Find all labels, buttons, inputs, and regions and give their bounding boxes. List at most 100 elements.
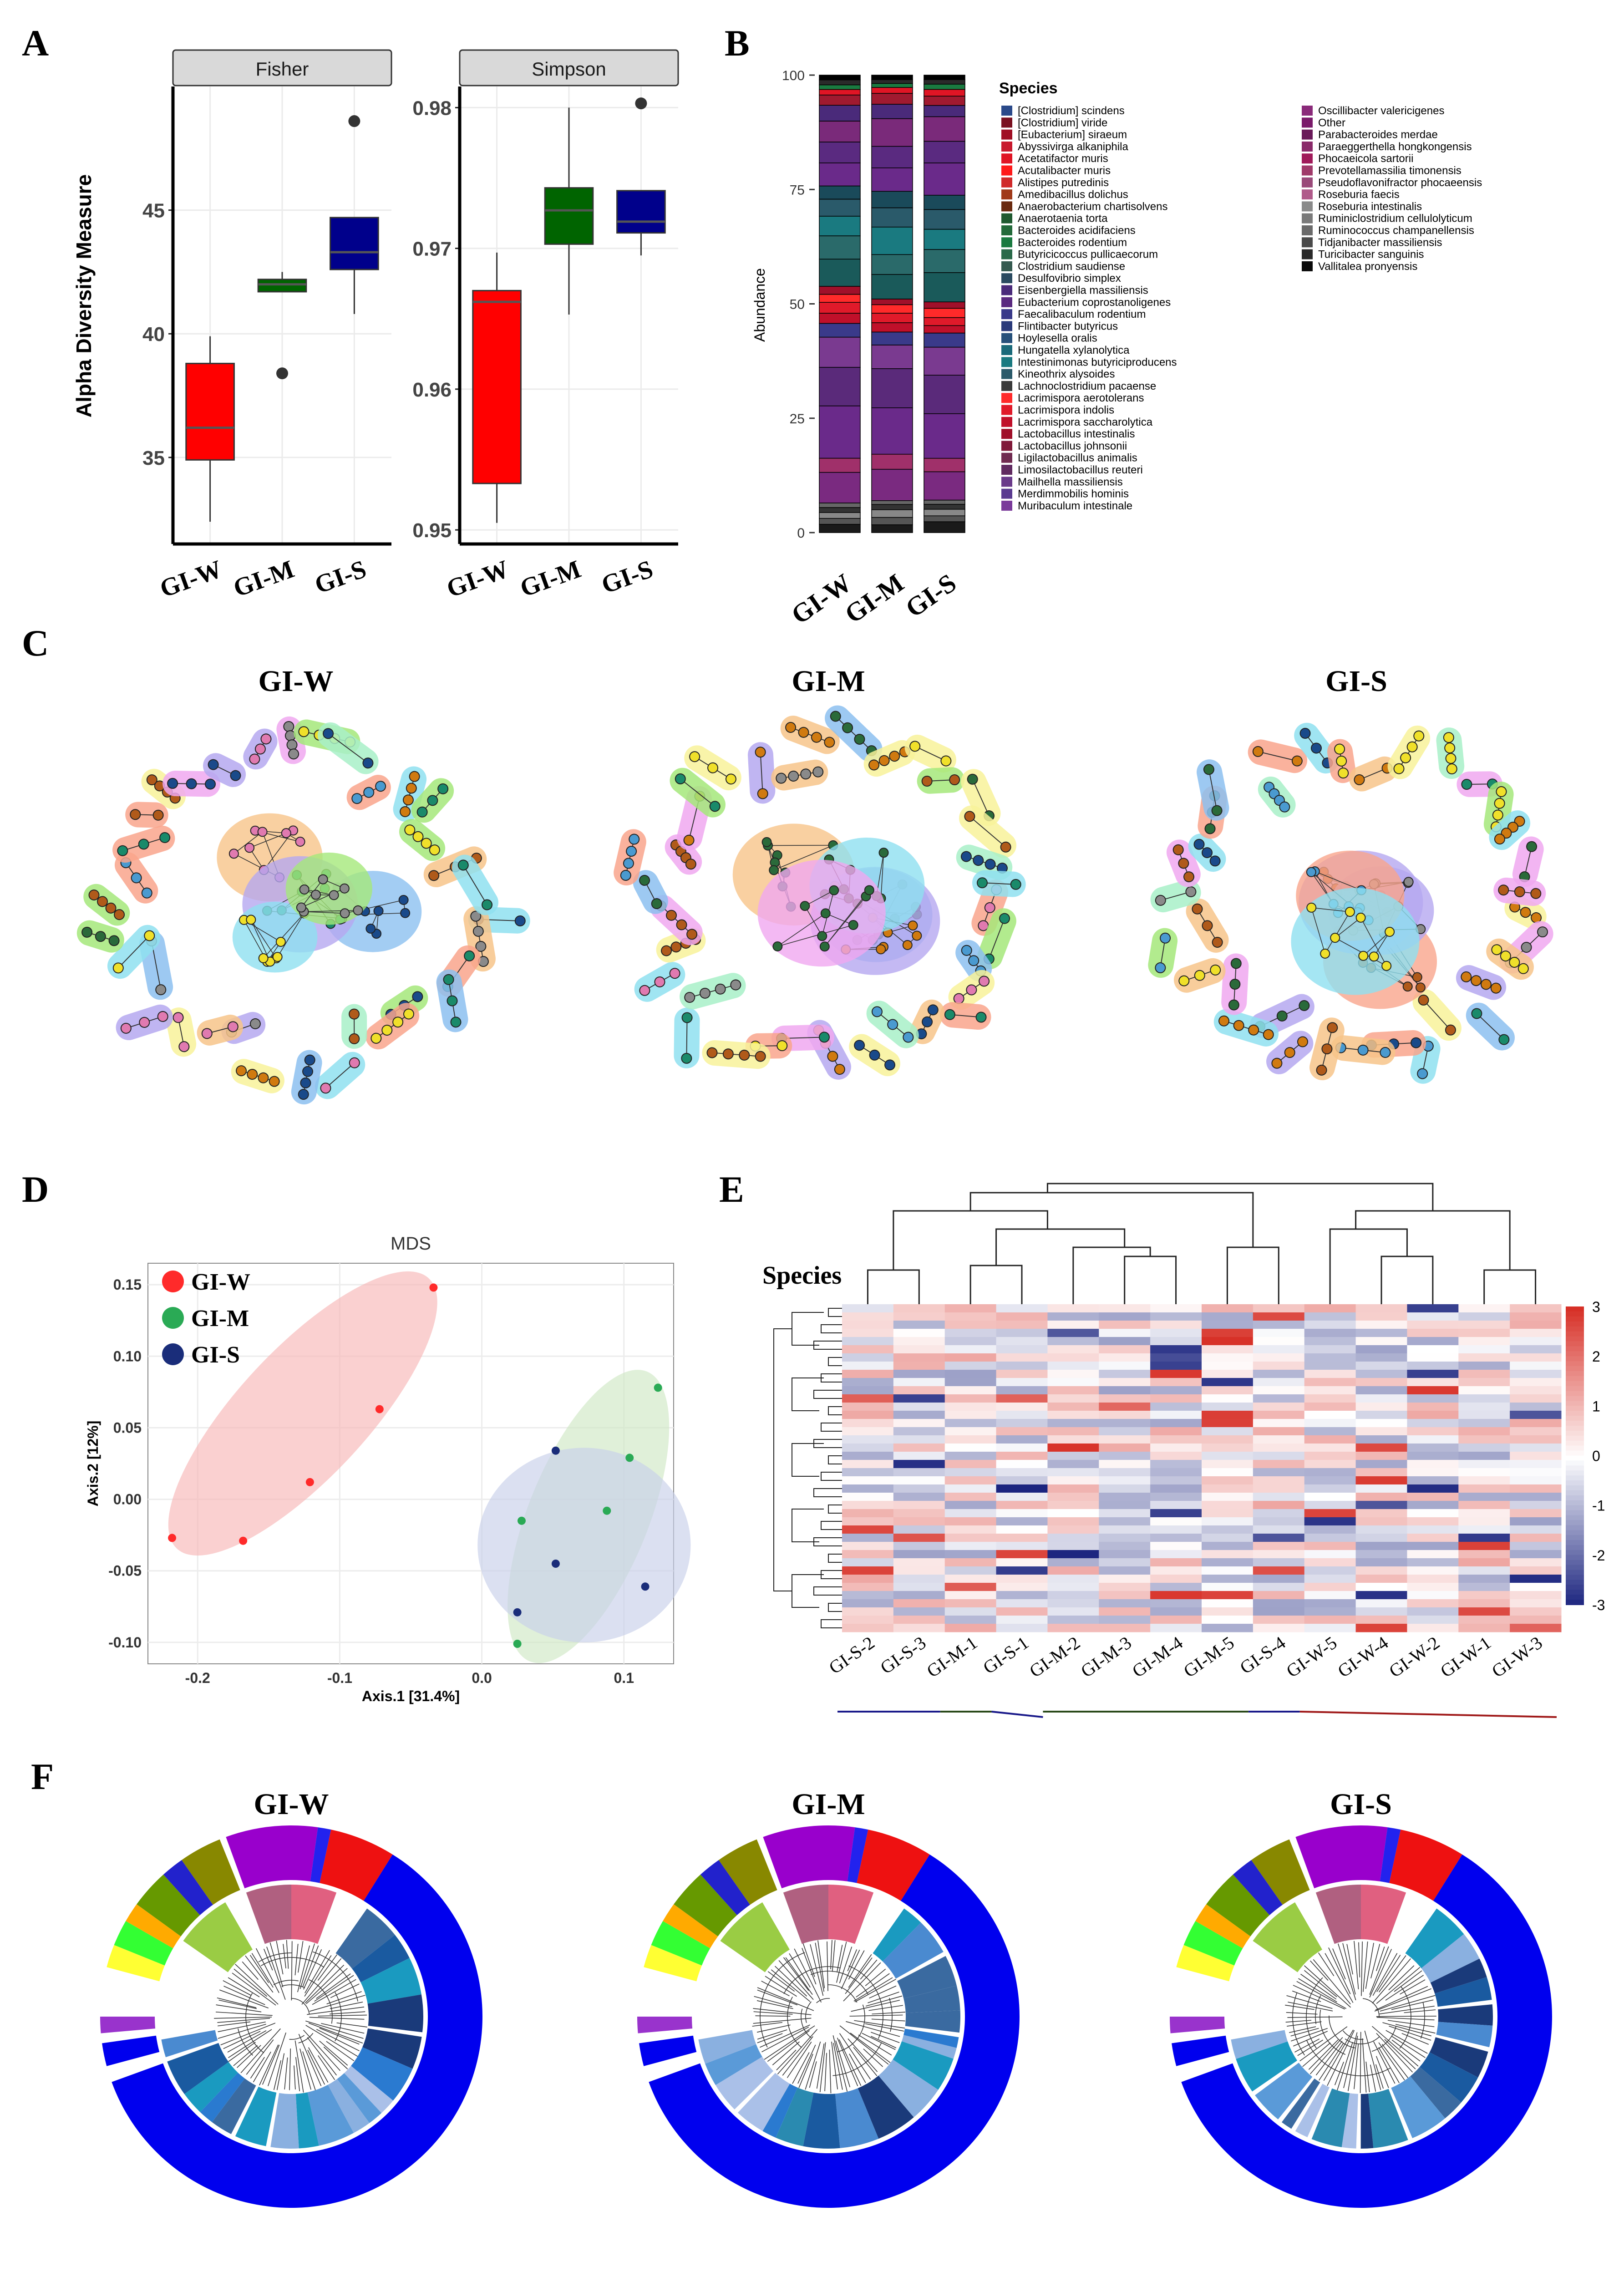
network-node	[117, 845, 128, 856]
heatmap-cell	[1355, 1394, 1407, 1403]
heatmap-cell	[1407, 1378, 1459, 1387]
tree-branch	[319, 2028, 360, 2045]
heatmap-cell	[1202, 1427, 1254, 1436]
dendrogram-branch	[821, 1521, 842, 1530]
bar-segment	[871, 345, 913, 369]
heatmap-cell	[1150, 1525, 1202, 1534]
colorbar-segment	[1566, 1480, 1584, 1486]
heatmap-cell	[1510, 1419, 1562, 1428]
outer-ring-segment	[1251, 1839, 1310, 1905]
heatmap-cell	[1458, 1321, 1510, 1329]
column-label: GI-M-4	[1128, 1632, 1187, 1682]
heatmap-cell	[842, 1345, 894, 1354]
heatmap-cell	[1304, 1476, 1356, 1485]
heatmap-cell	[1510, 1321, 1562, 1329]
heatmap-cell	[1458, 1403, 1510, 1411]
heatmap-cell	[1407, 1517, 1459, 1526]
tree-branch	[1306, 2039, 1391, 2076]
network-edge	[880, 853, 884, 899]
tree-branch	[228, 1977, 260, 1998]
network-node	[1230, 958, 1242, 969]
colorbar-segment	[1566, 1311, 1584, 1317]
network-node	[1494, 834, 1505, 845]
inner-ring-segment	[1315, 1885, 1361, 1944]
heatmap-cell	[1458, 1370, 1510, 1378]
legend-label: Eubacterium coprostanoligenes	[1018, 296, 1171, 309]
bar-segment	[924, 141, 965, 163]
network-node	[447, 995, 458, 1006]
legend-label: Lacrimispora indolis	[1018, 404, 1114, 417]
inner-ring-segment	[835, 2088, 879, 2148]
network-cluster	[1327, 739, 1356, 783]
heatmap-cell	[996, 1345, 1048, 1354]
network-cluster	[1486, 938, 1534, 980]
tree-title: GI-M	[792, 1788, 865, 1821]
network-node	[112, 962, 124, 974]
tree-branch	[309, 1995, 365, 2012]
network-node	[1271, 1057, 1283, 1069]
tree-branch	[308, 2047, 329, 2083]
network-node	[772, 941, 783, 951]
network-cluster-large	[757, 859, 886, 967]
tree-title: GI-W	[254, 1788, 329, 1821]
heatmap-cell	[1202, 1493, 1254, 1501]
heatmap-cell	[1099, 1427, 1151, 1436]
heatmap-cell	[1099, 1484, 1151, 1493]
colorbar-segment	[1566, 1351, 1584, 1357]
inner-ring-segment	[878, 2059, 939, 2118]
heatmap-cell	[1202, 1517, 1254, 1526]
network-node	[676, 919, 687, 930]
tree-branch	[838, 2039, 862, 2086]
tree-branch	[832, 2035, 848, 2092]
colorbar-segment	[1566, 1485, 1584, 1491]
network-node	[1178, 975, 1190, 986]
inner-ring-segment	[705, 2044, 762, 2085]
colorbar-segment	[1566, 1326, 1584, 1332]
network-node	[842, 722, 853, 733]
heatmap-cell	[1304, 1370, 1356, 1378]
legend-label: Limosilactobacillus reuteri	[1018, 464, 1143, 476]
heatmap-cell	[1355, 1353, 1407, 1362]
tree-branch	[255, 1948, 279, 1993]
network-node	[1418, 994, 1429, 1006]
network-edge	[982, 882, 1016, 885]
heatmap-cell	[842, 1534, 894, 1542]
network-node	[362, 757, 374, 769]
network-edge	[1476, 1013, 1505, 1040]
bar-segment	[924, 471, 965, 501]
heatmap-cell	[1150, 1444, 1202, 1452]
tree-branch	[805, 2001, 812, 2023]
heatmap-cell	[1202, 1394, 1254, 1403]
heatmap-cell	[1047, 1304, 1099, 1313]
x-tick-label: GI-S	[900, 568, 961, 623]
network-edge	[914, 746, 946, 762]
network-node	[1400, 752, 1411, 763]
inner-ring-segment	[698, 2030, 756, 2064]
network-node	[706, 1047, 718, 1058]
heatmap-cell	[1047, 1411, 1099, 1419]
heatmap-cell	[944, 1558, 997, 1567]
network-cluster	[243, 728, 278, 770]
tree-branch	[1342, 1943, 1356, 1995]
tree-branch	[1315, 2041, 1343, 2076]
network-cluster	[365, 1003, 420, 1050]
dendrogram-branch	[1046, 1183, 1434, 1211]
inner-ring-segment	[1231, 2030, 1288, 2059]
heatmap-cell	[1510, 1411, 1562, 1419]
heatmap-cell	[1202, 1534, 1254, 1542]
inner-ring-segment	[1253, 1902, 1322, 1972]
inner-ring-segment	[897, 1956, 957, 1999]
heatmap-cell	[893, 1452, 945, 1460]
scatter-point	[513, 1640, 522, 1648]
network-node	[1306, 867, 1316, 877]
bar-segment	[871, 191, 913, 208]
heatmap-cell	[944, 1542, 997, 1550]
heatmap-cell	[1150, 1493, 1202, 1501]
heatmap-cell	[1458, 1460, 1510, 1469]
tree-branch	[1420, 2002, 1425, 2039]
heatmap-cell	[996, 1460, 1048, 1469]
legend-label: Acutalibacter muris	[1018, 165, 1111, 177]
tree-branch	[289, 2048, 291, 2090]
tree-branch	[218, 2021, 251, 2027]
network-node	[949, 774, 960, 786]
